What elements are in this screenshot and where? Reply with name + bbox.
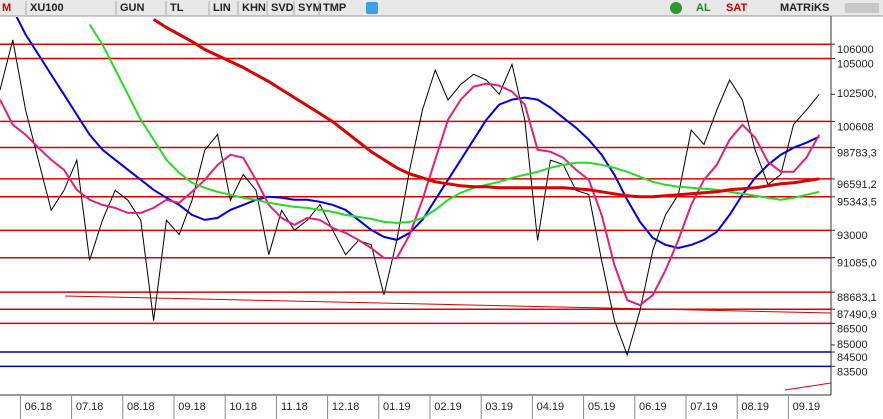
- x-tick-label: 06.18: [25, 401, 53, 413]
- x-tick-label: 09.19: [793, 401, 821, 413]
- series-line: [0, 82, 821, 307]
- toolbar-button[interactable]: MATRiKS: [780, 2, 829, 14]
- y-tick-label: 102500,: [837, 88, 877, 100]
- toolbar: [0, 0, 883, 16]
- level-label-box: [833, 195, 883, 209]
- toolbar-button[interactable]: GUN: [120, 2, 145, 14]
- level-label: 88683,1: [837, 292, 877, 304]
- plot: [0, 17, 821, 357]
- y-tick-label: 85000: [837, 339, 868, 351]
- levels: [0, 43, 831, 368]
- level-label-box: [833, 229, 883, 243]
- level-label-box: [833, 291, 883, 305]
- toolbar-button[interactable]: LIN: [213, 2, 231, 14]
- axis-labels: 106000 105000 100608 98783,3 96591,2 95343,5 9…: [19, 43, 883, 419]
- series-line: [88, 23, 820, 224]
- level-label: 84500: [837, 352, 868, 364]
- refresh-icon[interactable]: [670, 2, 682, 14]
- series-line: [152, 18, 820, 199]
- toolbar-items: M XU100 GUN TL LIN KHN SVD SYM TMP AL SAT MATRiKS: [2, 1, 829, 15]
- trend-line: [64, 295, 831, 314]
- x-tick-label: 12.18: [332, 401, 360, 413]
- toolbar-button[interactable]: SAT: [726, 2, 747, 14]
- level-label: 83500: [837, 366, 868, 378]
- level-label-box: [833, 146, 883, 160]
- window-controls[interactable]: [845, 3, 879, 13]
- level-label: 91085,0: [837, 258, 877, 270]
- x-tick-label: 07.19: [690, 401, 718, 413]
- x-tick-label: 03.19: [485, 401, 513, 413]
- level-label: 96591,2: [837, 179, 877, 191]
- x-tick-label: 02.19: [434, 401, 462, 413]
- trend-lines: [64, 295, 831, 391]
- level-label: 100608: [837, 121, 874, 133]
- level-label-box: [833, 322, 883, 336]
- x-tick-label: 10.18: [229, 401, 257, 413]
- level-label-box: [833, 351, 883, 365]
- x-tick-label: 08.18: [127, 401, 155, 413]
- level-label-box: [833, 57, 883, 71]
- x-tick-label: 09.18: [178, 401, 206, 413]
- twitter-icon[interactable]: [366, 2, 378, 14]
- level-label: 106000: [837, 44, 874, 56]
- x-tick-label: 08.19: [741, 401, 769, 413]
- level-label: 98783,3: [837, 147, 877, 159]
- level-label: 95343,5: [837, 197, 877, 209]
- level-label-box: [833, 177, 883, 191]
- level-label: 93000: [837, 230, 868, 242]
- toolbar-button[interactable]: AL: [696, 2, 711, 14]
- level-label-box: [833, 120, 883, 134]
- x-tick-label: 05.19: [588, 401, 616, 413]
- x-tick-label: 04.19: [537, 401, 565, 413]
- x-tick-label: 07.18: [76, 401, 104, 413]
- x-tick-label: 11.18: [281, 401, 308, 413]
- level-label-box: [833, 365, 883, 379]
- x-tick-label: 01.19: [383, 401, 411, 413]
- toolbar-button[interactable]: KHN: [242, 2, 266, 14]
- trend-line: [784, 382, 831, 391]
- level-label: 105000: [837, 58, 874, 70]
- toolbar-button[interactable]: SVD: [271, 2, 294, 14]
- toolbar-button[interactable]: TL: [170, 2, 184, 14]
- toolbar-button[interactable]: TMP: [323, 2, 346, 14]
- level-label-box: [833, 308, 883, 322]
- level-label-box: [833, 43, 883, 57]
- toolbar-button[interactable]: SYM: [298, 2, 322, 14]
- level-label: 86500: [837, 323, 868, 335]
- x-tick-label: 06.19: [639, 401, 667, 413]
- level-label-box: [833, 256, 883, 270]
- toolbar-button[interactable]: XU100: [30, 2, 64, 14]
- level-label: 87490,9: [837, 309, 877, 321]
- toolbar-button[interactable]: M: [2, 2, 11, 14]
